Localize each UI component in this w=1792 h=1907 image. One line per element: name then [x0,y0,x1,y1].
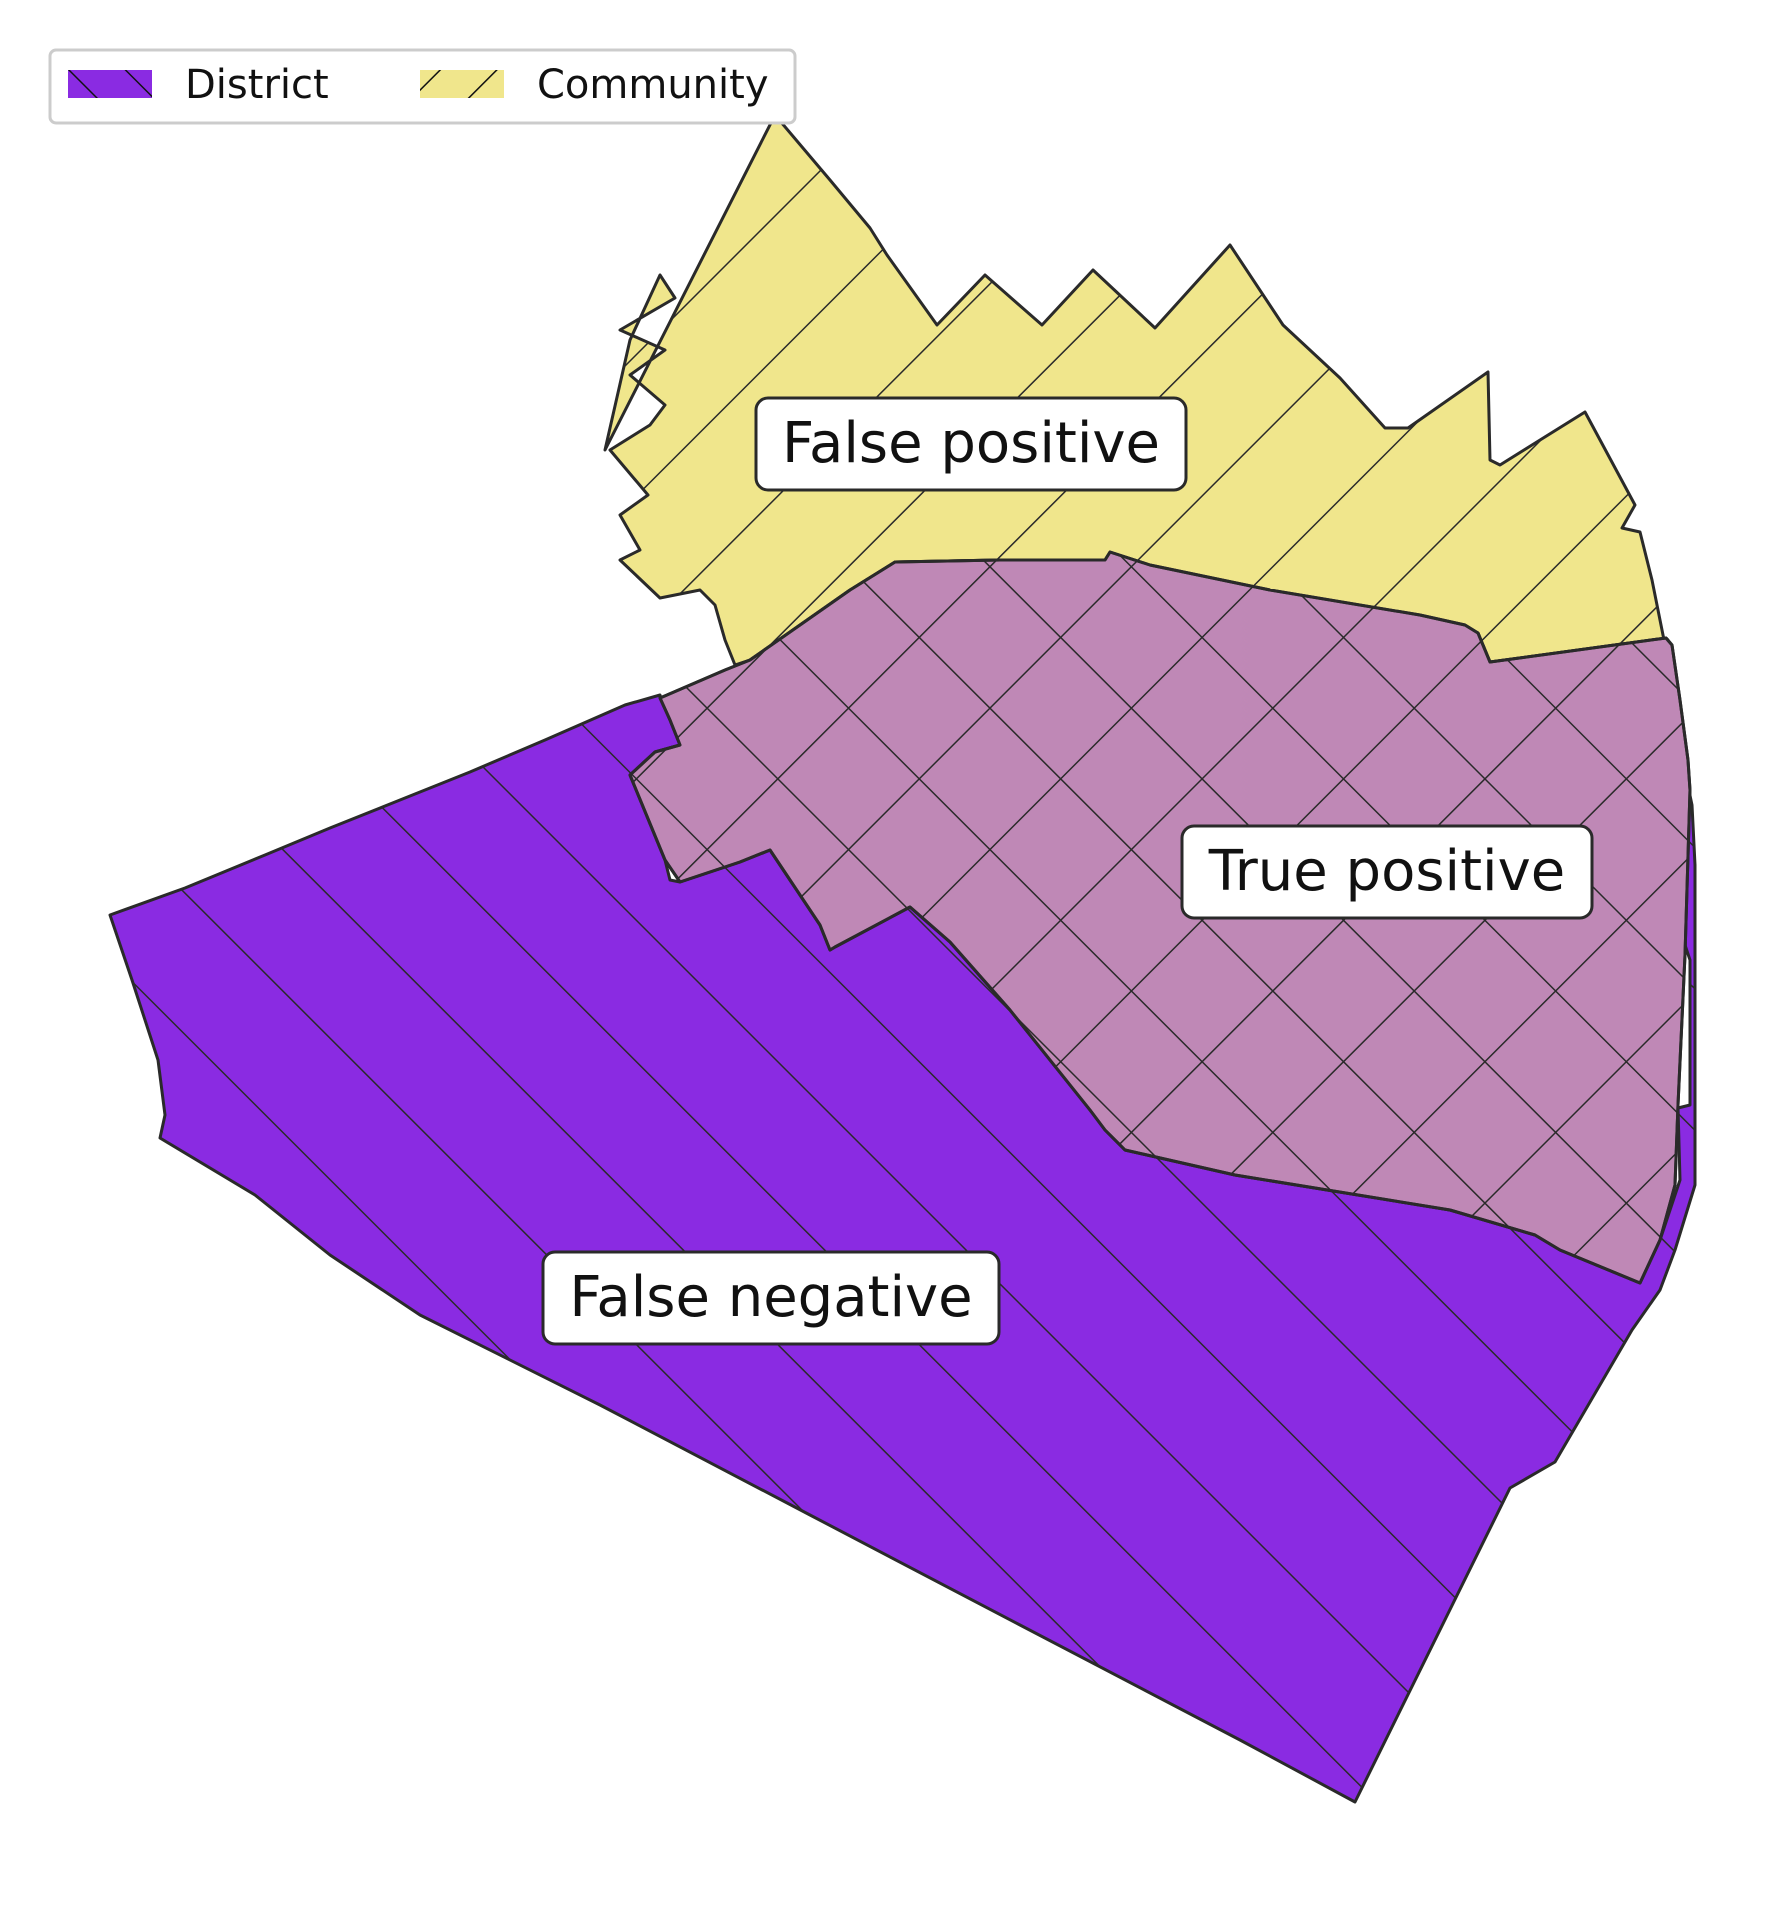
false-positive-label: False positive [756,398,1186,490]
false-positive-label-text: False positive [782,411,1160,476]
legend-label-community: Community [537,62,769,108]
true-positive-label: True positive [1182,826,1592,918]
false-negative-label-text: False negative [569,1265,972,1330]
legend-label-district: District [185,62,329,108]
true-positive-label-text: True positive [1208,839,1565,904]
false-negative-label: False negative [543,1252,999,1344]
legend: District Community [50,50,795,123]
legend-swatch-community-hatch [420,70,504,98]
legend-swatch-district-hatch [68,70,152,98]
